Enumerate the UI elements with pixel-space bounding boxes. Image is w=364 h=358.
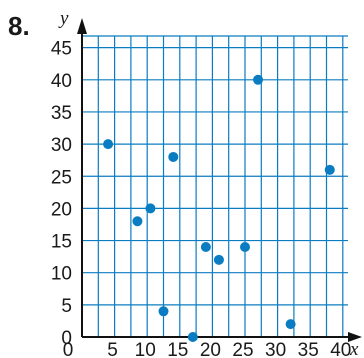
y-tick-label: 0 (61, 328, 72, 349)
data-point (132, 216, 143, 227)
data-point (240, 241, 250, 252)
y-tick-label: 10 (51, 264, 72, 285)
y-tick-label: 20 (51, 199, 72, 220)
data-point (145, 203, 156, 214)
x-tick-label: 40 (330, 340, 351, 358)
data-point (187, 332, 198, 342)
x-axis-label: x (349, 339, 359, 358)
x-tick-labels: 0 5 10 15 20 25 30 35 40 (63, 340, 352, 358)
x-tick-label: 25 (232, 340, 253, 358)
y-tick-label: 40 (51, 71, 72, 92)
y-tick-label: 35 (51, 103, 72, 124)
y-tick-label: 25 (51, 167, 72, 188)
x-axis-arrow (348, 332, 362, 342)
data-points (103, 74, 335, 342)
gridlines (82, 35, 348, 337)
data-point (200, 241, 211, 252)
x-tick-label: 30 (265, 340, 286, 358)
data-point (168, 151, 179, 162)
data-point (213, 254, 224, 265)
y-tick-label: 15 (51, 232, 72, 253)
data-point (285, 319, 296, 330)
x-tick-label: 5 (107, 340, 118, 358)
x-tick-label: 35 (298, 340, 319, 358)
y-tick-label: 30 (51, 135, 72, 156)
y-tick-label: 45 (51, 39, 72, 60)
y-axis-arrow (77, 18, 87, 34)
data-point (324, 164, 335, 175)
x-tick-label: 0 (63, 340, 74, 358)
y-tick-labels: 0 5 10 15 20 25 30 35 40 45 (51, 39, 72, 349)
y-tick-label: 5 (61, 296, 72, 317)
x-tick-label: 20 (200, 340, 221, 358)
x-tick-label: 10 (135, 340, 156, 358)
data-point (253, 74, 264, 85)
axes (77, 18, 362, 342)
data-point (158, 306, 169, 317)
problem-number: 8. (8, 11, 30, 41)
x-tick-label: 15 (167, 340, 188, 358)
y-axis-label: y (58, 8, 69, 29)
data-point (103, 139, 114, 150)
